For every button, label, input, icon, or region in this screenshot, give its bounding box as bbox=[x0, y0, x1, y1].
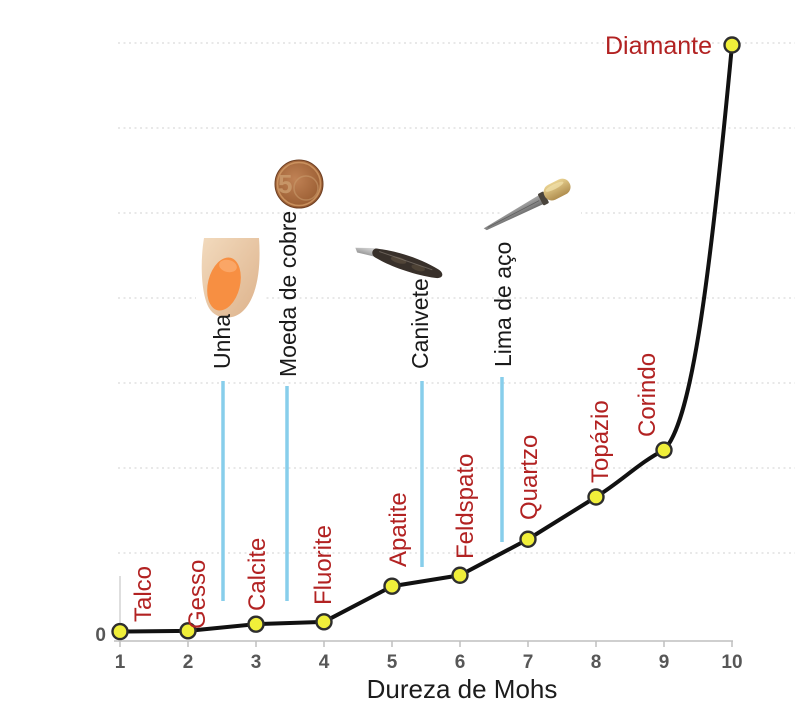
nail-highlight bbox=[219, 259, 237, 273]
mineral-label-10: Diamante bbox=[605, 32, 712, 60]
reference-lines bbox=[221, 377, 504, 601]
file-wooden-handle bbox=[543, 178, 571, 201]
data-line-series bbox=[111, 36, 741, 641]
mineral-label-6: Feldspato bbox=[452, 454, 479, 559]
file-ferrule bbox=[538, 191, 549, 206]
knife-spine-highlight bbox=[379, 251, 433, 271]
data-point-1 bbox=[111, 622, 129, 641]
coin-inner-design bbox=[293, 175, 319, 201]
x-tick-label-7: 7 bbox=[523, 652, 534, 673]
data-point-3 bbox=[247, 615, 265, 633]
mineral-label-5: Apatite bbox=[385, 492, 412, 567]
x-tick-label-9: 9 bbox=[659, 652, 670, 673]
coin-face bbox=[274, 159, 324, 209]
data-point-4 bbox=[315, 613, 333, 631]
mineral-label-7: Quartzo bbox=[516, 435, 543, 520]
file-handle-highlight bbox=[545, 181, 564, 192]
x-tick-label-2: 2 bbox=[183, 652, 194, 673]
coin-digit: 5 bbox=[278, 169, 292, 199]
mineral-label-2: Gesso bbox=[184, 560, 211, 629]
x-tick-label-1: 1 bbox=[115, 652, 126, 673]
mineral-label-3: Calcite bbox=[244, 538, 271, 611]
data-point-7 bbox=[519, 530, 537, 548]
mineral-labels: Talco Gesso Calcite Fluorite Apatite Feldspat… bbox=[130, 32, 712, 629]
data-point-5 bbox=[383, 577, 401, 595]
pocket-knife-image bbox=[351, 231, 453, 279]
data-point-2 bbox=[179, 622, 197, 640]
y-axis-zero-label: 0 bbox=[95, 625, 106, 646]
reference-label-4: Lima de aço bbox=[490, 242, 516, 367]
mineral-label-8: Topázio bbox=[587, 400, 614, 483]
data-point-9 bbox=[655, 441, 673, 459]
reference-label-1: Unha bbox=[209, 314, 235, 369]
data-point-8 bbox=[587, 488, 605, 506]
x-tick-label-8: 8 bbox=[591, 652, 602, 673]
fingernail-image bbox=[196, 236, 266, 322]
steel-file-image bbox=[483, 168, 581, 231]
coin-rim bbox=[276, 161, 322, 207]
reference-label-2: Moeda de cobre bbox=[275, 211, 301, 377]
knife-handle-mottle bbox=[390, 256, 407, 264]
reference-label-3: Canivete bbox=[407, 278, 433, 369]
x-tick-label-6: 6 bbox=[455, 652, 466, 673]
knife-handle bbox=[372, 248, 443, 279]
x-tick-label-4: 4 bbox=[319, 652, 330, 673]
x-tick-label-3: 3 bbox=[251, 652, 262, 673]
x-tick-label-10: 10 bbox=[721, 652, 742, 673]
x-tick-labels: 1 2 3 4 5 6 7 8 9 10 bbox=[115, 652, 743, 673]
mineral-label-4: Fluorite bbox=[310, 525, 337, 605]
x-tick-label-5: 5 bbox=[387, 652, 398, 673]
mineral-label-1: Talco bbox=[130, 566, 157, 622]
copper-coin-image: 5 bbox=[273, 158, 326, 211]
reference-labels: Unha Moeda de cobre Canivete Lima de aço bbox=[209, 211, 516, 377]
file-ridge bbox=[487, 200, 540, 228]
data-point-10 bbox=[723, 36, 741, 54]
x-axis-title: Dureza de Mohs bbox=[367, 674, 558, 702]
mineral-label-9: Corindo bbox=[634, 353, 661, 437]
data-point-6 bbox=[451, 566, 469, 584]
